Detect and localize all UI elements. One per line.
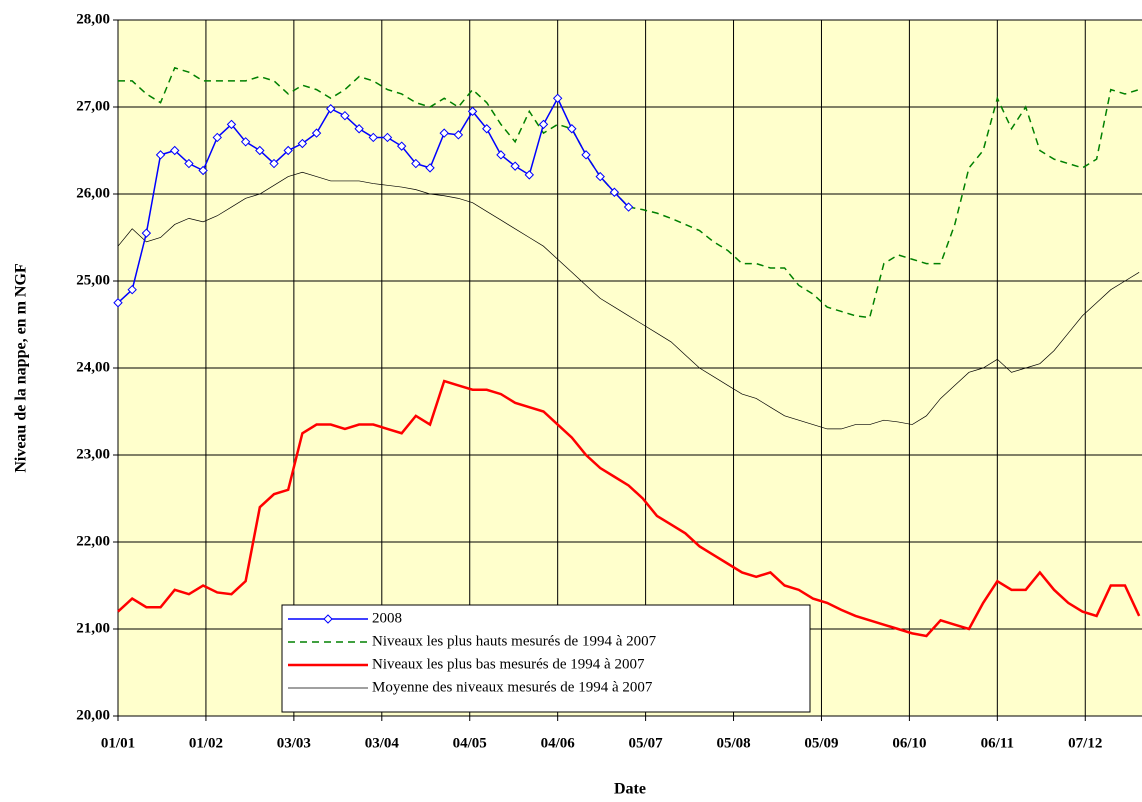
x-tick-label: 01/01 (101, 735, 135, 751)
y-tick-label: 25,00 (76, 272, 110, 288)
y-tick-label: 28,00 (76, 11, 110, 27)
data-point (212, 132, 222, 143)
data-point (581, 150, 591, 160)
data-point (269, 158, 279, 169)
data-point (411, 158, 421, 169)
x-tick-label: 03/04 (365, 735, 400, 751)
data-point (226, 119, 237, 130)
data-point (127, 284, 137, 295)
data-point (496, 150, 506, 160)
series-line (117, 379, 1141, 638)
legend-label: Niveaux les plus hauts mesurés de 1994 à… (372, 633, 657, 649)
x-tick-label: 05/09 (804, 735, 838, 751)
x-tick-label: 05/07 (629, 735, 664, 751)
y-tick-label: 24,00 (76, 359, 110, 375)
legend: 2008 Niveaux les plus hauts mesurés de 19… (281, 604, 811, 713)
series-line (117, 171, 1140, 430)
data-point (482, 124, 492, 134)
data-point (567, 124, 577, 134)
data-point (439, 128, 449, 138)
data-point (297, 138, 308, 149)
x-tick-label: 06/11 (981, 735, 1014, 751)
data-point (340, 110, 350, 121)
y-tick-label: 23,00 (76, 446, 110, 462)
data-point (368, 132, 378, 143)
y-tick-label: 20,00 (76, 707, 110, 723)
x-tick-label: 04/05 (453, 735, 487, 751)
data-point (510, 161, 520, 171)
data-point (198, 165, 208, 176)
x-tick-label: 01/02 (189, 735, 223, 751)
x-tick-label: 06/10 (892, 735, 926, 751)
legend-label: Niveaux les plus bas mesurés de 1994 à 2… (372, 656, 645, 672)
data-point (240, 137, 251, 147)
data-point (425, 163, 435, 173)
legend-marker (323, 614, 333, 624)
data-point (538, 119, 549, 130)
y-axis-label: Niveau de la nappe, en m NGF (13, 263, 30, 473)
data-point (609, 187, 620, 197)
data-point (623, 202, 634, 212)
data-point (184, 158, 194, 169)
data-point (382, 132, 393, 143)
data-point (595, 171, 605, 182)
x-tick-label: 07/12 (1068, 735, 1102, 751)
data-point (396, 141, 407, 151)
legend-label: Moyenne des niveaux mesurés de 1994 à 20… (372, 679, 653, 695)
y-tick-label: 26,00 (76, 185, 110, 201)
data-point (141, 228, 152, 238)
data-point (113, 298, 123, 308)
legend-label: 2008 (372, 610, 402, 626)
x-tick-label: 03/03 (277, 735, 311, 751)
data-point (467, 106, 478, 117)
data-point (453, 130, 464, 140)
data-point (326, 104, 336, 114)
x-tick-label: 05/08 (716, 735, 750, 751)
data-point (255, 145, 265, 156)
x-tick-label: 04/06 (541, 735, 576, 751)
data-point (311, 128, 322, 138)
data-point (170, 145, 180, 156)
legend-box (281, 604, 811, 713)
data-point (524, 170, 535, 180)
y-tick-label: 21,00 (76, 620, 110, 636)
data-point (155, 150, 166, 160)
x-axis-label: Date (614, 781, 646, 798)
data-point (552, 93, 563, 104)
data-point (354, 124, 364, 134)
y-tick-label: 22,00 (76, 533, 110, 549)
data-point (283, 145, 293, 156)
y-tick-label: 27,00 (76, 98, 110, 114)
